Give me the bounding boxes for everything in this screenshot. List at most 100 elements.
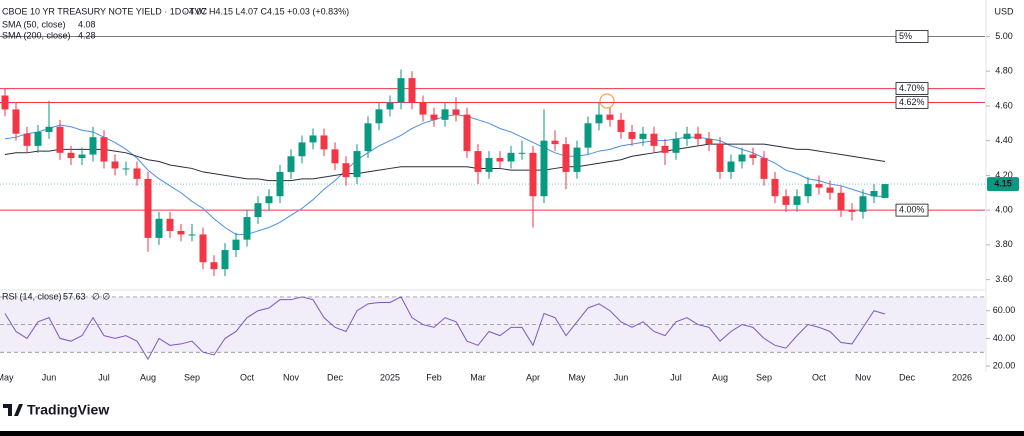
candle-body — [716, 144, 724, 172]
legend-value: 4.28 — [78, 30, 96, 40]
annotation-circle — [599, 93, 615, 109]
candle-body — [221, 250, 229, 270]
x-tick-label: Aug — [712, 372, 728, 382]
x-tick-label: 2025 — [380, 372, 400, 382]
candle-body — [760, 158, 768, 179]
level-label-box — [895, 30, 929, 43]
level-label-box — [895, 203, 929, 217]
y-tick-label: 3.60 — [995, 274, 1013, 284]
sma-line — [4, 143, 886, 182]
bottom-bar — [0, 431, 1024, 436]
candle-body — [551, 140, 559, 145]
x-tick-label: Oct — [240, 372, 255, 382]
candle-body — [848, 210, 856, 212]
candle-body — [177, 230, 185, 235]
candle-body — [364, 123, 372, 152]
candle-body — [606, 114, 614, 120]
level-label-box — [895, 96, 929, 109]
y-tick-label: 4.80 — [995, 66, 1013, 76]
x-tick-label: Apr — [526, 372, 540, 382]
candle-body — [782, 196, 790, 205]
candle-body — [430, 114, 438, 120]
x-tick-label: May — [0, 372, 14, 382]
x-tick-label: May — [568, 372, 586, 382]
candle-body — [100, 137, 108, 162]
x-tick-label: Jun — [614, 372, 629, 382]
y-tick-label: 3.80 — [995, 239, 1013, 249]
x-tick-label: 2026 — [952, 372, 972, 382]
candle-body — [485, 158, 493, 172]
candle-body — [265, 196, 273, 204]
y-tick-label: 40.00 — [993, 333, 1016, 343]
y-tick-label: 4.60 — [995, 100, 1013, 110]
candle-body — [793, 196, 801, 205]
y-tick-label: 20.00 — [993, 360, 1016, 370]
candle-body — [67, 152, 75, 159]
last-price-tag — [987, 177, 1019, 192]
candle-body — [562, 144, 570, 172]
candle-body — [496, 158, 504, 162]
candle-body — [309, 135, 317, 143]
candle-body — [166, 218, 174, 231]
candle-body — [254, 203, 262, 218]
candle-body — [837, 192, 845, 211]
candle-body — [78, 154, 86, 159]
candle-body — [210, 262, 218, 270]
last-price-label: 4.15 — [994, 178, 1012, 188]
candle-body — [628, 131, 636, 139]
candle-body — [122, 168, 130, 170]
candle-body — [243, 217, 251, 240]
candle-body — [12, 109, 20, 134]
candle-body — [540, 140, 548, 197]
candle-body — [771, 178, 779, 197]
candle-body — [639, 133, 647, 139]
chart-title: CBOE 10 YR TREASURY NOTE YIELD · 1D · TV… — [2, 6, 208, 16]
y-tick-label: 5.00 — [995, 31, 1013, 41]
candle-body — [155, 218, 163, 238]
candle-body — [452, 109, 460, 115]
candle-body — [474, 151, 482, 172]
candle-body — [276, 171, 284, 197]
candle-body — [584, 123, 592, 148]
legend-value: 57.63 — [63, 291, 86, 301]
candle-body — [617, 119, 625, 132]
level-label: 4.00% — [899, 204, 925, 214]
candle-body — [331, 149, 339, 164]
candle-body — [133, 168, 141, 179]
x-tick-label: Jul — [670, 372, 682, 382]
level-label: 5% — [899, 31, 912, 41]
rsi-title: RSI (14, close) — [2, 291, 62, 301]
y-tick-label: 4.40 — [995, 135, 1013, 145]
candle-body — [672, 138, 680, 153]
candle-body — [199, 234, 207, 263]
candle-body — [826, 187, 834, 193]
candle-body — [518, 152, 526, 154]
logo-mark — [3, 404, 23, 416]
x-tick-label: Dec — [327, 372, 344, 382]
candle-body — [397, 78, 405, 103]
x-tick-label: Sep — [756, 372, 772, 382]
candle-body — [705, 138, 713, 145]
candle-body — [650, 133, 658, 146]
candle-body — [1, 95, 9, 110]
logo — [3, 404, 23, 416]
x-tick-label: Dec — [899, 372, 916, 382]
candle-body — [727, 161, 735, 172]
candle-body — [749, 154, 757, 159]
candle-body — [56, 126, 64, 153]
candle-body — [595, 114, 603, 124]
candle-body — [529, 152, 537, 197]
candle-body — [188, 234, 196, 236]
x-tick-label: Sep — [184, 372, 200, 382]
x-tick-label: Oct — [812, 372, 827, 382]
rsi-extras: ∅ ∅ — [92, 291, 110, 301]
legend-value: 4.08 — [78, 19, 96, 29]
candle-body — [870, 191, 878, 197]
candle-body — [661, 145, 669, 153]
y-tick-label: 4.20 — [995, 170, 1013, 180]
candle-body — [738, 154, 746, 162]
axis-label: USD — [994, 6, 1014, 16]
candle-body — [859, 196, 867, 212]
